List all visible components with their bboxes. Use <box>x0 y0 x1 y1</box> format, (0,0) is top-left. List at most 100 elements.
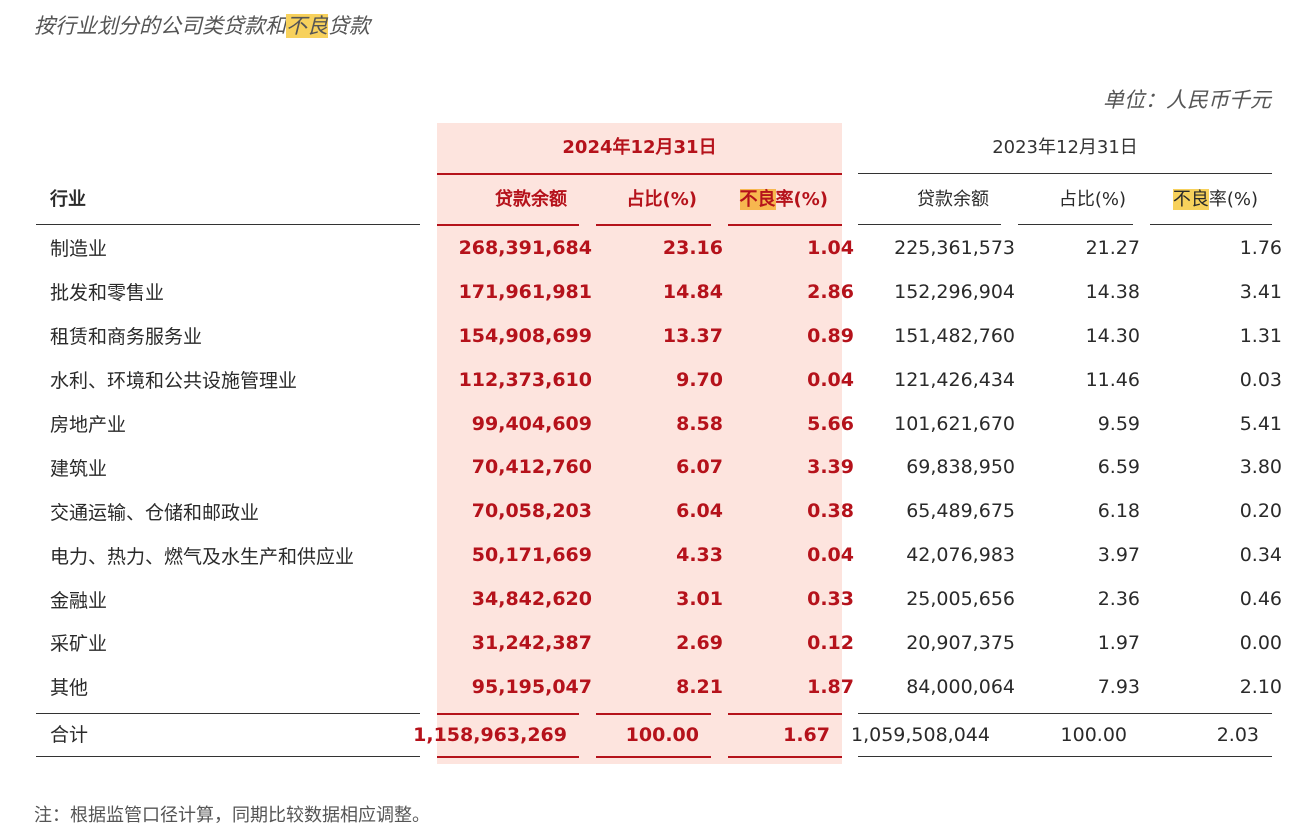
period-2023-header: 2023年12月31日 <box>992 137 1138 158</box>
header-rule-industry <box>36 224 420 225</box>
header-rule-share-2023 <box>1018 224 1133 225</box>
industry-name: 金融业 <box>50 589 108 612</box>
bottom-rule-npl-2024 <box>728 756 842 758</box>
npl-2024: 0.38 <box>807 500 854 523</box>
share-2023-header: 占比(%) <box>1058 189 1126 210</box>
unit-label: 单位：人民币千元 <box>1103 88 1271 112</box>
table-row: 建筑业 70,412,760 6.07 3.39 69,838,950 6.59 3.80 <box>36 445 1296 489</box>
table-row: 制造业 268,391,684 23.16 1.04 225,361,573 21.27 1… <box>36 226 1296 270</box>
npl-2024: 3.39 <box>807 456 854 479</box>
share-2023: 6.59 <box>1097 456 1140 479</box>
bottom-rule-share-2024 <box>596 756 711 758</box>
loan-2023: 152,296,904 <box>894 280 1015 303</box>
industry-name: 房地产业 <box>50 414 127 436</box>
table-row: 采矿业 31,242,387 2.69 0.12 20,907,375 1.97 0.00 <box>36 621 1296 665</box>
table-row: 房地产业 99,404,609 8.58 5.66 101,621,670 9.59 5.4… <box>36 402 1296 446</box>
bottom-rule-industry <box>36 756 420 757</box>
npl-2023: 0.46 <box>1239 588 1282 611</box>
share-2023: 14.30 <box>1085 324 1140 347</box>
share-2024: 14.84 <box>662 280 723 303</box>
share-2023: 2.36 <box>1097 588 1140 611</box>
industry-name: 采矿业 <box>50 633 108 656</box>
total-rule-loan-2024 <box>437 713 579 715</box>
loan-2024: 268,391,684 <box>458 236 592 259</box>
industry-name: 批发和零售业 <box>50 282 165 305</box>
bottom-rule-2023 <box>858 756 1272 757</box>
npl-2024: 0.04 <box>807 544 854 567</box>
npl-2023: 1.31 <box>1239 324 1282 347</box>
current-period-shading <box>437 123 842 764</box>
header-rule-loan-2024 <box>437 224 579 226</box>
industry-name: 其他 <box>50 677 89 700</box>
total-npl-2023: 2.03 <box>1216 724 1259 746</box>
share-2024: 4.33 <box>676 544 723 567</box>
total-share-2023: 100.00 <box>1060 724 1127 746</box>
industry-loans-table: 制造业 268,391,684 23.16 1.04 225,361,573 21.27 1… <box>36 226 1296 709</box>
total-rule-share-2024 <box>596 713 711 715</box>
industry-name: 制造业 <box>50 238 108 261</box>
share-2023: 6.18 <box>1097 500 1140 523</box>
industry-header: 行业 <box>50 189 86 210</box>
total-loan-2023: 1,059,508,044 <box>850 724 990 746</box>
table-row: 金融业 34,842,620 3.01 0.33 25,005,656 2.36 0.46 <box>36 577 1296 621</box>
loan-balance-2024-header: 贷款余额 <box>495 189 567 210</box>
npl-2023: 2.10 <box>1239 675 1282 698</box>
npl-2024: 0.89 <box>807 324 854 347</box>
loan-2024: 70,412,760 <box>471 456 592 479</box>
npl-2024: 1.04 <box>807 236 854 259</box>
period-2024-rule <box>437 173 842 175</box>
share-2023: 3.97 <box>1097 544 1140 567</box>
npl-2023: 0.34 <box>1239 544 1282 567</box>
loan-2024: 95,195,047 <box>471 675 592 698</box>
period-2023-rule <box>858 173 1272 174</box>
npl-2024: 2.86 <box>807 280 854 303</box>
loan-2023: 25,005,656 <box>906 588 1015 611</box>
share-2024-header: 占比(%) <box>626 189 698 210</box>
npl-2024: 5.66 <box>807 412 854 435</box>
table-row: 水利、环境和公共设施管理业 112,373,610 9.70 0.04 121,426,… <box>36 358 1296 402</box>
header-rule-npl-2024 <box>728 224 842 226</box>
loan-balance-2023-header: 贷款余额 <box>917 189 989 210</box>
share-2023: 7.93 <box>1097 675 1140 698</box>
npl-ratio-2024-header: 不良率(%) <box>739 189 828 210</box>
loan-2023: 20,907,375 <box>906 631 1015 654</box>
loan-2024: 31,242,387 <box>471 631 592 654</box>
total-share-2024: 100.00 <box>625 724 699 746</box>
table-row: 交通运输、仓储和邮政业 70,058,203 6.04 0.38 65,489,675 6… <box>36 489 1296 533</box>
table-row: 其他 95,195,047 8.21 1.87 84,000,064 7.93 2.10 <box>36 665 1296 709</box>
loan-2024: 99,404,609 <box>471 412 592 435</box>
table-row: 电力、热力、燃气及水生产和供应业 50,171,669 4.33 0.04 42,076… <box>36 533 1296 577</box>
table-row: 批发和零售业 171,961,981 14.84 2.86 152,296,904 14.… <box>36 270 1296 314</box>
loan-2023: 84,000,064 <box>906 675 1015 698</box>
total-label: 合计 <box>50 724 89 746</box>
loan-2023: 121,426,434 <box>894 368 1015 391</box>
industry-name: 电力、热力、燃气及水生产和供应业 <box>50 545 355 568</box>
title-highlight: 不良 <box>286 14 328 38</box>
npl-2024: 1.87 <box>807 675 854 698</box>
total-npl-2024: 1.67 <box>783 724 830 746</box>
npl-2023: 5.41 <box>1239 412 1282 435</box>
share-2023: 11.46 <box>1085 368 1140 391</box>
period-2024-header: 2024年12月31日 <box>562 137 717 158</box>
loan-2024: 70,058,203 <box>471 500 592 523</box>
share-2024: 3.01 <box>676 588 723 611</box>
share-2024: 13.37 <box>662 324 723 347</box>
share-2023: 9.59 <box>1097 412 1140 435</box>
industry-name: 建筑业 <box>50 457 108 480</box>
total-rule-industry <box>36 713 420 714</box>
loan-2024: 34,842,620 <box>471 588 592 611</box>
loan-2023: 225,361,573 <box>894 236 1015 259</box>
total-rule-2023 <box>858 713 1272 714</box>
share-2024: 9.70 <box>676 368 723 391</box>
share-2024: 6.07 <box>676 456 723 479</box>
loan-2023: 69,838,950 <box>906 456 1015 479</box>
npl-2023: 0.00 <box>1239 631 1282 654</box>
share-2024: 2.69 <box>676 631 723 654</box>
table-row: 租赁和商务服务业 154,908,699 13.37 0.89 151,482,760 1… <box>36 314 1296 358</box>
npl-2024: 0.04 <box>807 368 854 391</box>
npl-2023: 0.20 <box>1239 500 1282 523</box>
industry-name: 交通运输、仓储和邮政业 <box>50 501 260 524</box>
npl-2023: 1.76 <box>1239 236 1282 259</box>
loan-2023: 101,621,670 <box>894 412 1015 435</box>
share-2023: 21.27 <box>1085 236 1140 259</box>
